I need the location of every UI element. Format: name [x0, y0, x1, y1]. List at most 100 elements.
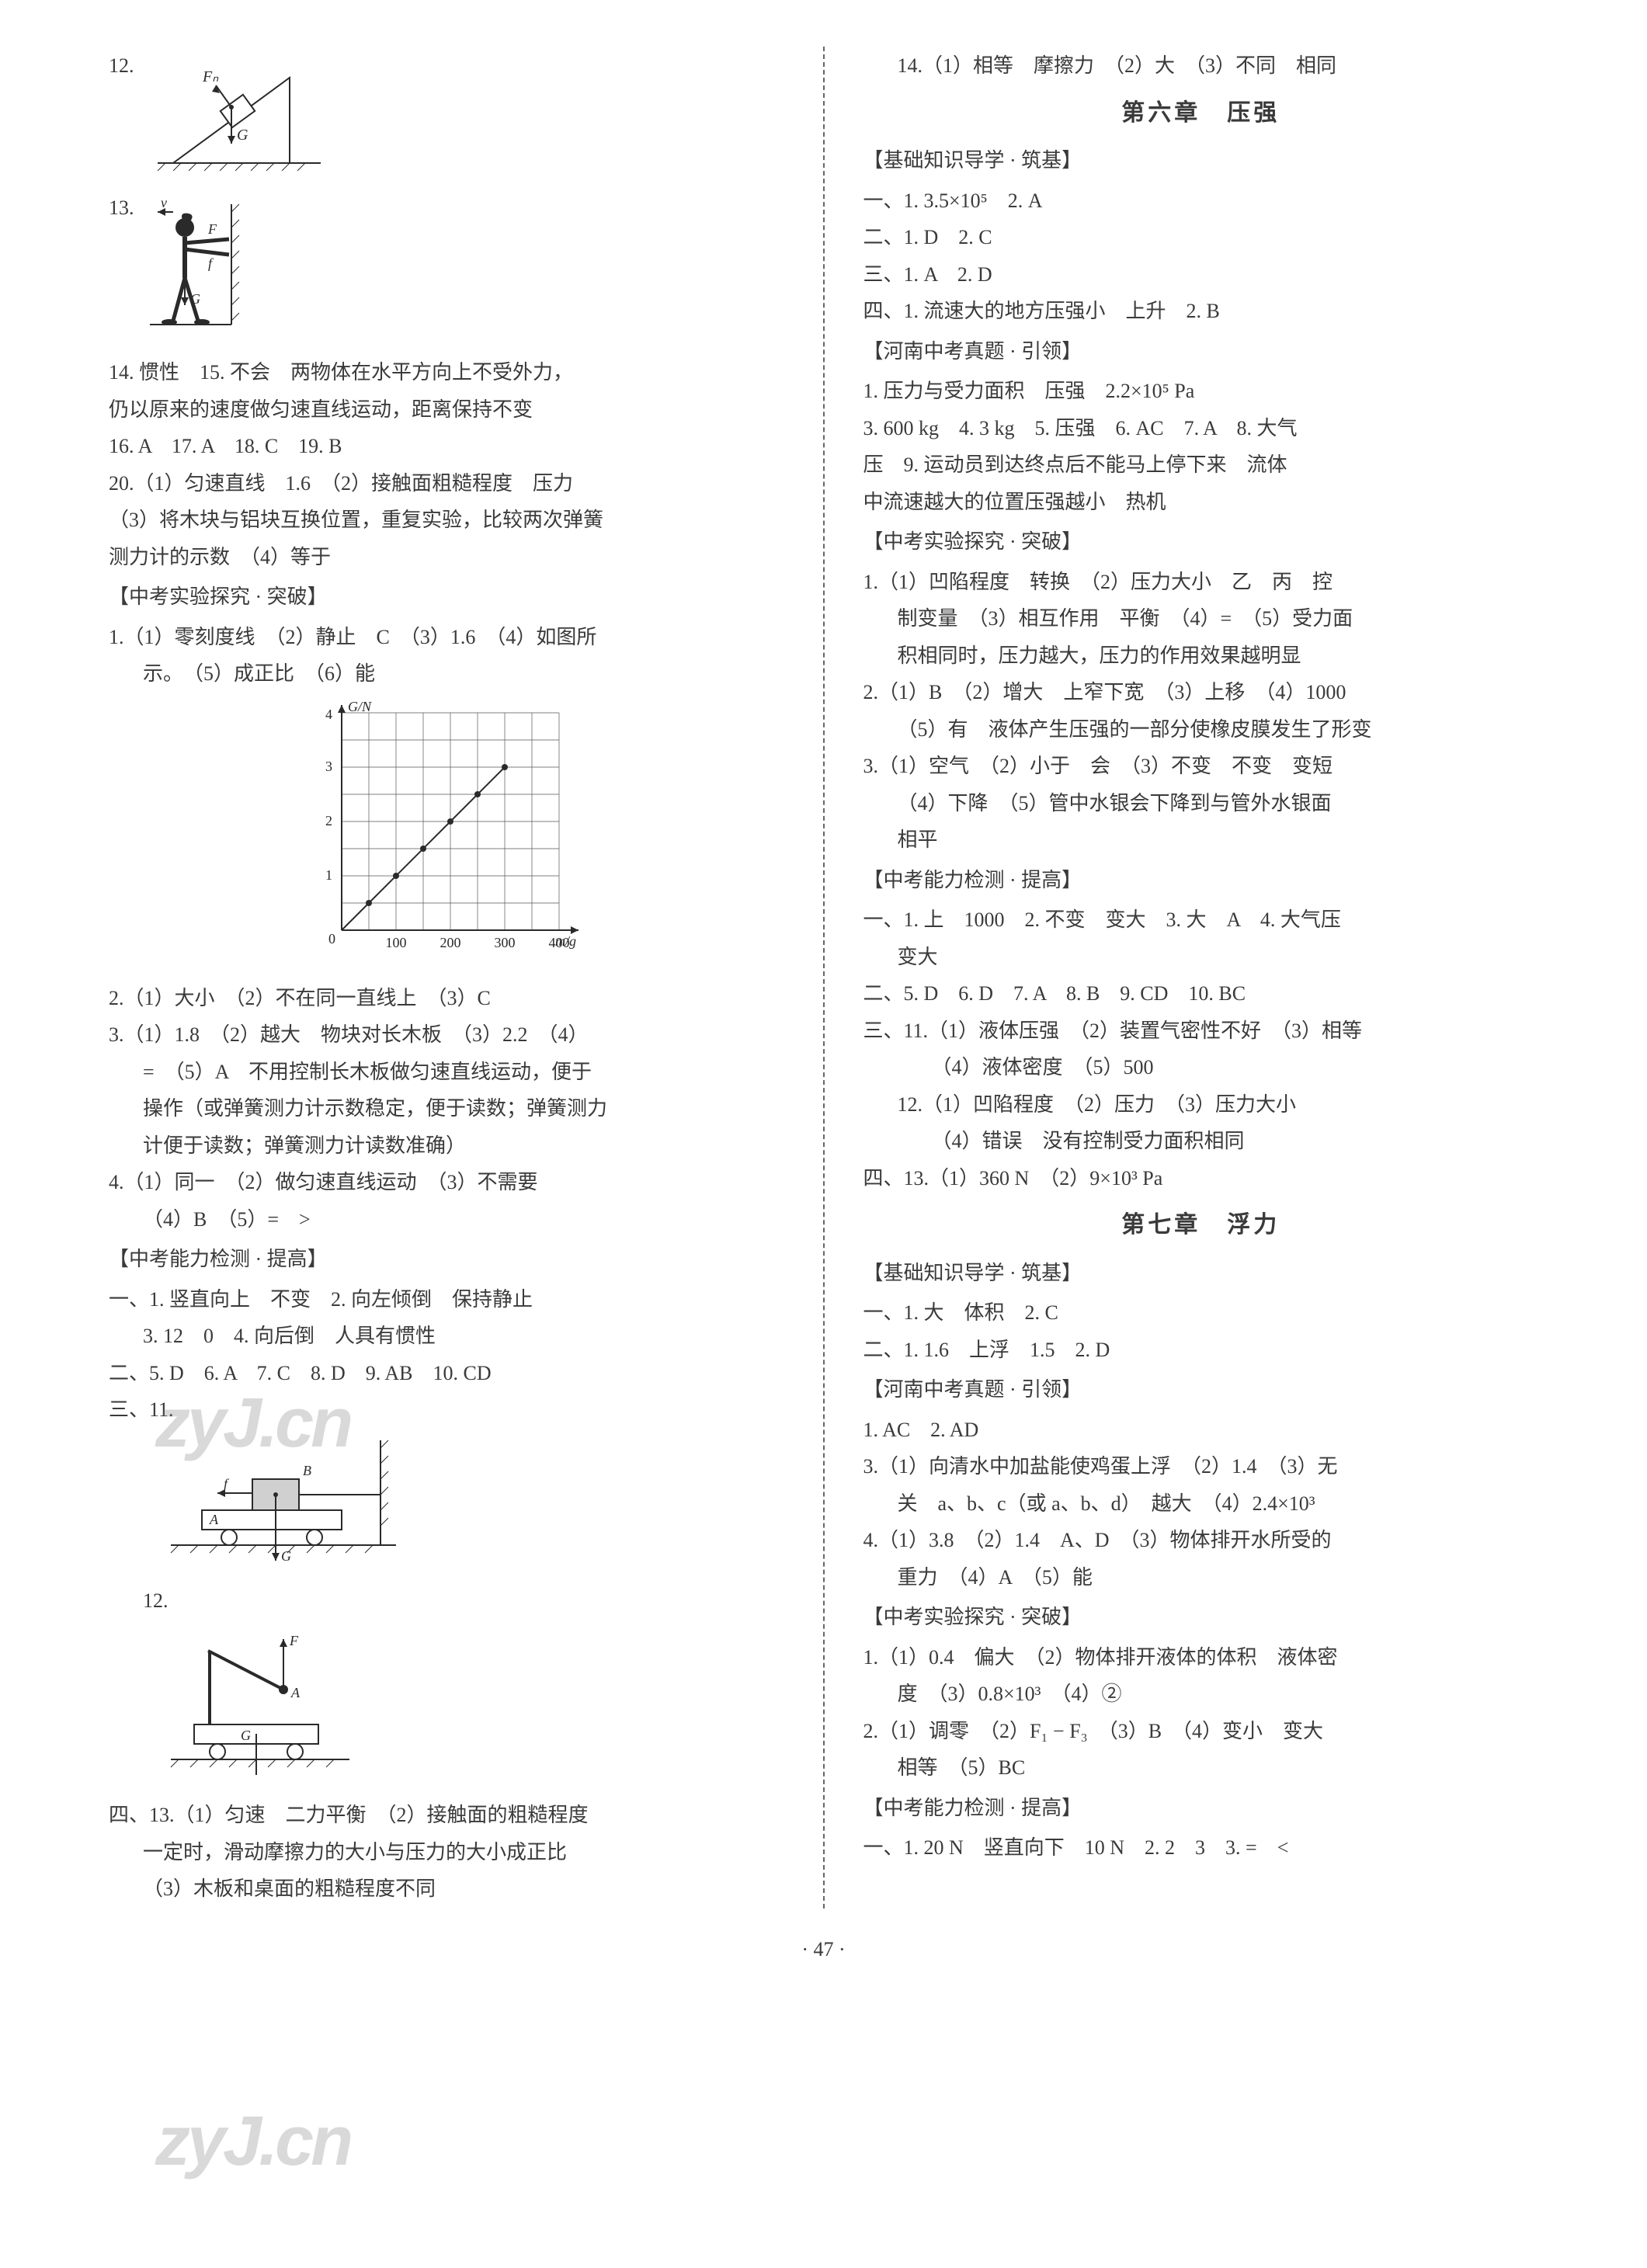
ex6-2b: （5）有 液体产生压强的一部分使橡皮膜发生了形变: [863, 712, 1539, 748]
svg-text:0: 0: [328, 931, 335, 946]
svg-text:A: A: [209, 1512, 219, 1527]
ab6-2: 二、5. D 6. D 7. A 8. B 9. CD 10. BC: [863, 976, 1539, 1012]
chapter-6-title: 第六章 压强: [863, 93, 1539, 134]
heading-exp: 【中考实验探究 · 突破】: [109, 579, 784, 615]
a1b: 3. 12 0 4. 向后倒 人具有惯性: [109, 1318, 784, 1354]
h-henan7: 【河南中考真题 · 引领】: [863, 1372, 1539, 1408]
l20b: （3）将木块与铝块互换位置，重复实验，比较两次弹簧: [109, 502, 784, 538]
figure-11-cart: A B f G: [163, 1433, 784, 1576]
hn6-3: 压 9. 运动员到达终点后不能马上停下来 流体: [863, 447, 1539, 483]
svg-text:Fₙ: Fₙ: [202, 68, 219, 85]
a4c: （3）木板和桌面的粗糙程度不同: [109, 1871, 784, 1907]
chapter-7-title: 第七章 浮力: [863, 1205, 1539, 1246]
right-column: 14.（1）相等 摩擦力 （2）大 （3）不同 相同 第六章 压强 【基础知识导…: [863, 47, 1539, 1909]
svg-text:400: 400: [548, 935, 569, 950]
ab6-3a: 三、11.（1）液体压强 （2）装置气密性不好 （3）相等: [863, 1013, 1539, 1049]
h-exp6: 【中考实验探究 · 突破】: [863, 524, 1539, 560]
hn6-1: 1. 压力与受力面积 压强 2.2×10⁵ Pa: [863, 373, 1539, 409]
l20a: 20.（1）匀速直线 1.6 （2）接触面粗糙程度 压力: [109, 466, 784, 502]
svg-text:G: G: [190, 291, 200, 307]
a4a: 四、13.（1）匀速 二力平衡 （2）接触面的粗糙程度: [109, 1797, 784, 1833]
b6-3: 三、1. A 2. D: [863, 257, 1539, 293]
hn7-3a: 4.（1）3.8 （2）1.4 A、D （3）物体排开水所受的: [863, 1523, 1539, 1558]
q13-label: 13.: [109, 190, 134, 226]
ex6-3a: 3.（1）空气 （2）小于 会 （3）不变 不变 变短: [863, 748, 1539, 784]
svg-text:F: F: [207, 221, 217, 237]
svg-text:3: 3: [325, 759, 332, 774]
svg-text:4: 4: [325, 707, 332, 722]
svg-text:B: B: [303, 1463, 311, 1478]
b6-2: 二、1. D 2. C: [863, 220, 1539, 255]
svg-text:F: F: [289, 1633, 299, 1648]
l14: 14. 惯性 15. 不会 两物体在水平方向上不受外力，: [109, 355, 784, 391]
ex7-2b: 相等 （5）BC: [863, 1750, 1539, 1786]
ex6-1a: 1.（1）凹陷程度 转换 （2）压力大小 乙 丙 控: [863, 564, 1539, 600]
svg-text:1: 1: [325, 867, 332, 883]
svg-text:G: G: [237, 127, 248, 144]
ex6-1c: 积相同时，压力越大，压力的作用效果越明显: [863, 638, 1539, 674]
e2: 2.（1）大小 （2）不在同一直线上 （3）C: [109, 981, 784, 1016]
figure-12-incline: Fₙ G: [150, 54, 328, 182]
b6-1: 一、1. 3.5×10⁵ 2. A: [863, 183, 1539, 219]
svg-text:2: 2: [325, 813, 332, 828]
hn7-1: 1. AC 2. AD: [863, 1412, 1539, 1448]
ex7-2a: 2.（1）调零 （2）F₁ − F₃ （3）B （4）变小 变大: [863, 1714, 1539, 1749]
ab6-1a: 一、1. 上 1000 2. 不变 变大 3. 大 A 4. 大气压: [863, 902, 1539, 938]
svg-text:f: f: [224, 1476, 230, 1492]
chart-gn-vs-mg: G/N m/g 0 1 2 3 4 100 200 300 400: [109, 701, 784, 965]
h-base7: 【基础知识导学 · 筑基】: [863, 1256, 1539, 1291]
left-column: 12. Fₙ: [109, 47, 784, 1909]
e4a: 4.（1）同一 （2）做匀速直线运动 （3）不需要: [109, 1165, 784, 1200]
heading-ability: 【中考能力检测 · 提高】: [109, 1242, 784, 1277]
page-number: · 47 ·: [109, 1932, 1538, 1968]
ab6-4: 四、13.（1）360 N （2）9×10³ Pa: [863, 1161, 1539, 1197]
b6-4: 四、1. 流速大的地方压强小 上升 2. B: [863, 293, 1539, 329]
page-container: 12. Fₙ: [109, 47, 1538, 1909]
hn6-4: 中流速越大的位置压强越小 热机: [863, 485, 1539, 520]
b7-2: 二、1. 1.6 上浮 1.5 2. D: [863, 1332, 1539, 1368]
l14b: 仍以原来的速度做匀速直线运动，距离保持不变: [109, 392, 784, 428]
b7-1: 一、1. 大 体积 2. C: [863, 1295, 1539, 1331]
ex6-3b: （4）下降 （5）管中水银会下降到与管外水银面: [863, 786, 1539, 821]
figure-12b-lever: A F G: [163, 1624, 784, 1790]
svg-text:G: G: [281, 1548, 291, 1564]
q13-row: 13.: [109, 190, 784, 354]
ab6-3d: （4）错误 没有控制受力面积相同: [863, 1124, 1539, 1159]
h-base6: 【基础知识导学 · 筑基】: [863, 143, 1539, 179]
h-henan6: 【河南中考真题 · 引领】: [863, 334, 1539, 370]
r14: 14.（1）相等 摩擦力 （2）大 （3）不同 相同: [863, 48, 1539, 84]
e3c: 操作（或弹簧测力计示数稳定，便于读数；弹簧测力: [109, 1091, 784, 1127]
h-ab7: 【中考能力检测 · 提高】: [863, 1790, 1539, 1826]
e3d: 计便于读数；弹簧测力计读数准确）: [109, 1128, 784, 1164]
ab6-3b: （4）液体密度 （5）500: [863, 1050, 1539, 1085]
hn7-2b: 关 a、b、c（或 a、b、d） 越大 （4）2.4×10³: [863, 1486, 1539, 1522]
l20c: 测力计的示数 （4）等于: [109, 540, 784, 575]
ex7-1a: 1.（1）0.4 偏大 （2）物体排开液体的体积 液体密: [863, 1640, 1539, 1676]
q12-row: 12. Fₙ: [109, 48, 784, 189]
e3b: = （5）A 不用控制长木板做匀速直线运动，便于: [109, 1054, 784, 1090]
ex6-1b: 制变量 （3）相互作用 平衡 （4）= （5）受力面: [863, 601, 1539, 637]
svg-text:A: A: [290, 1685, 301, 1700]
hn7-2a: 3.（1）向清水中加盐能使鸡蛋上浮 （2）1.4 （3）无: [863, 1449, 1539, 1485]
ab6-1b: 变大: [863, 940, 1539, 975]
h-ab6: 【中考能力检测 · 提高】: [863, 863, 1539, 898]
ex6-2a: 2.（1）B （2）增大 上窄下宽 （3）上移 （4）1000: [863, 675, 1539, 710]
q12-label: 12.: [109, 48, 134, 84]
e1b: 示。 （5）成正比 （6）能: [109, 656, 784, 692]
svg-text:200: 200: [440, 935, 460, 950]
a3: 三、11.: [109, 1392, 784, 1428]
ex6-3c: 相平: [863, 822, 1539, 858]
ab6-3c: 12.（1）凹陷程度 （2）压力 （3）压力大小: [863, 1087, 1539, 1123]
e1a: 1.（1）零刻度线 （2）静止 C （3）1.6 （4）如图所: [109, 620, 784, 655]
h-exp7: 【中考实验探究 · 突破】: [863, 1599, 1539, 1635]
a4b: 一定时，滑动摩擦力的大小与压力的大小成正比: [109, 1835, 784, 1870]
e4b: （4）B （5）= >: [109, 1202, 784, 1238]
q12b-label: 12.: [109, 1583, 784, 1619]
ex7-1b: 度 （3）0.8×10³ （4）②: [863, 1676, 1539, 1712]
hn6-2: 3. 600 kg 4. 3 kg 5. 压强 6. AC 7. A 8. 大气: [863, 411, 1539, 446]
svg-text:100: 100: [385, 935, 406, 950]
e3a: 3.（1）1.8 （2）越大 物块对长木板 （3）2.2 （4）: [109, 1017, 784, 1053]
figure-13-push-wall: v F f G: [150, 196, 266, 348]
svg-text:G: G: [241, 1728, 251, 1743]
l16: 16. A 17. A 18. C 19. B: [109, 429, 784, 464]
